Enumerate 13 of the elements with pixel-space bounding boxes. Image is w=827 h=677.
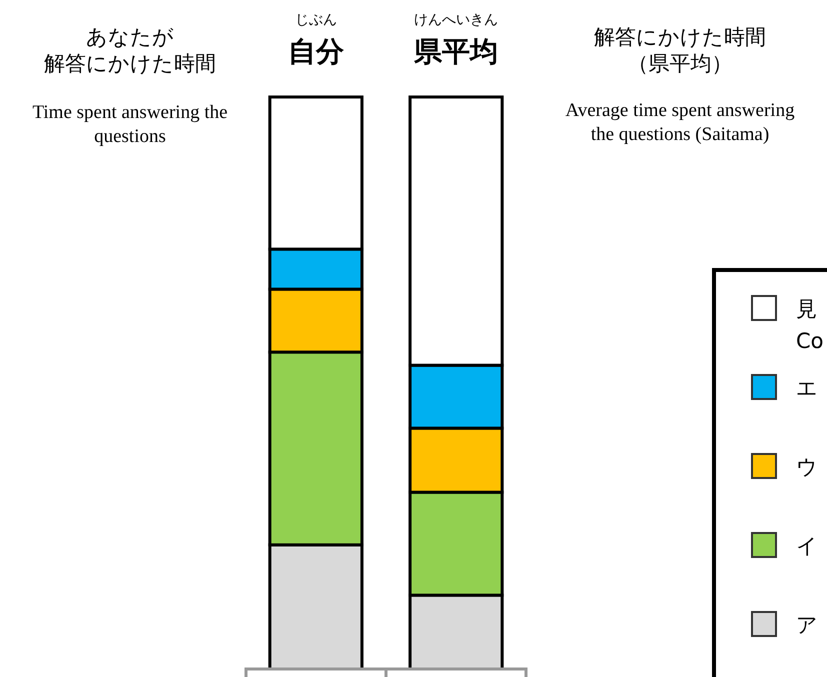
- text: 見 Co: [796, 297, 824, 353]
- text: Average time spent answering the questions (Saitama): [565, 100, 796, 145]
- text: けんへいきん: [414, 12, 498, 28]
- text: 解答にかけた時間（県平均）: [594, 25, 766, 76]
- legend-label: イ: [796, 534, 818, 558]
- x-tick-label: 県平均: [413, 35, 498, 68]
- x-tick-label: 自分: [288, 35, 345, 68]
- legend-label: ア: [796, 613, 818, 637]
- text: じぶん: [295, 12, 337, 28]
- legend-label: ウ: [796, 455, 818, 479]
- text: あなたが解答にかけた時間: [44, 25, 216, 76]
- legend-label: エ: [796, 376, 818, 400]
- text: Time spent answering the questions: [32, 102, 228, 147]
